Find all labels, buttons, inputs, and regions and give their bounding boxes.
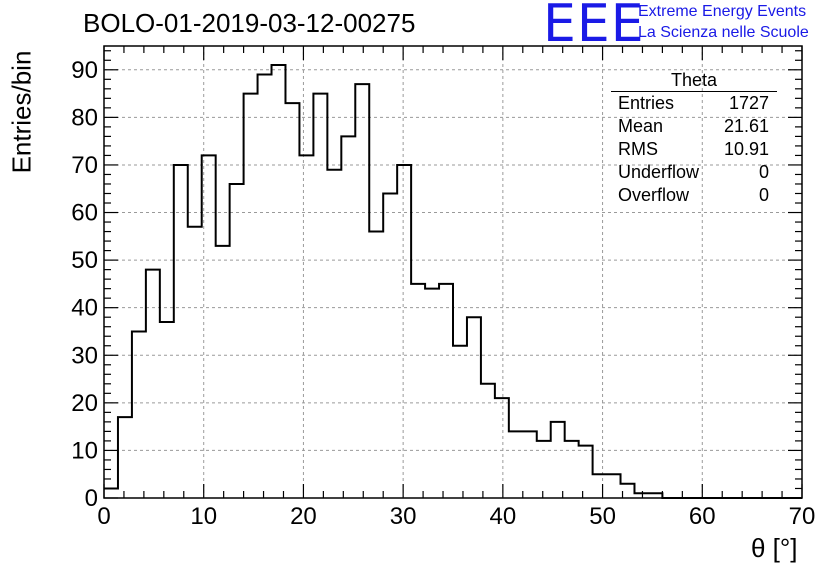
histogram-bin	[551, 422, 565, 498]
plot-frame	[103, 45, 803, 499]
histogram-bin	[607, 474, 621, 498]
chart-title: BOLO-01-2019-03-12-00275	[83, 8, 416, 38]
histogram-bin	[188, 227, 202, 498]
y-tick-label: 30	[71, 342, 98, 369]
histogram-bins	[104, 65, 662, 498]
stats-label: RMS	[618, 139, 658, 159]
org-name-line1: Extreme Energy Events	[638, 3, 807, 20]
y-tick-label: 40	[71, 295, 98, 322]
histogram-bin	[230, 184, 244, 498]
histogram-bin	[313, 94, 327, 498]
histogram-bin	[258, 75, 272, 498]
histogram-bin	[593, 474, 607, 498]
eee-logo: EEE	[543, 0, 645, 54]
histogram-bin	[523, 431, 537, 498]
y-tick-label: 60	[71, 200, 98, 227]
org-name-line2: La Scienza nelle Scuole	[638, 24, 809, 41]
histogram-bin	[146, 270, 160, 498]
stats-value: 1727	[728, 93, 769, 113]
stats-value: 0	[758, 185, 769, 205]
x-tick-label: 50	[589, 503, 616, 530]
histogram-bin	[160, 322, 174, 498]
histogram-bin	[509, 431, 523, 498]
tick-labels: 0 10 20 30 40 50 60 70 0 10 20 30 40 50 60 70 80 90	[71, 57, 815, 530]
x-tick-label: 10	[190, 503, 217, 530]
y-tick-label: 20	[71, 390, 98, 417]
stats-value: 0	[758, 162, 769, 182]
x-tick-label: 30	[390, 503, 417, 530]
histogram-bin	[244, 94, 258, 498]
stats-label: Mean	[618, 116, 664, 136]
histogram-bin	[467, 317, 481, 498]
histogram-bin	[355, 84, 369, 498]
x-tick-label: 0	[97, 503, 110, 530]
histogram-bin	[439, 284, 453, 498]
histogram-bin	[453, 346, 467, 498]
stats-label: Entries	[618, 93, 675, 113]
histogram-bin	[537, 441, 551, 498]
histogram-bin	[565, 441, 579, 498]
histogram-bin	[104, 488, 118, 498]
histogram-bin	[369, 232, 383, 498]
stats-row-rms: RMS 10.91	[611, 138, 777, 161]
stats-row-mean: Mean 21.61	[611, 115, 777, 138]
stats-row-entries: Entries 1727	[611, 92, 777, 115]
histogram-bin	[285, 103, 299, 498]
histogram-outline	[104, 64, 802, 499]
histogram-bin	[481, 384, 495, 498]
stats-value: 10.91	[723, 139, 769, 159]
histogram-bin	[621, 484, 635, 498]
histogram-bin	[383, 193, 397, 498]
x-tick-label: 70	[789, 503, 816, 530]
y-tick-label: 10	[71, 437, 98, 464]
x-tick-label: 60	[689, 503, 716, 530]
x-tick-label: 40	[490, 503, 517, 530]
stats-row-underflow: Underflow 0	[611, 161, 777, 184]
stats-value: 21.61	[723, 116, 769, 136]
stats-row-overflow: Overflow 0	[611, 184, 777, 207]
histogram-bin	[327, 170, 341, 498]
histogram-bin	[216, 246, 230, 498]
stats-title: Theta	[611, 70, 777, 92]
y-axis-label: Entries/bin	[6, 50, 37, 174]
histogram-bin	[174, 165, 188, 498]
y-tick-label: 0	[85, 485, 98, 512]
histogram-bin	[495, 398, 509, 498]
histogram-bin	[132, 331, 146, 498]
histogram-bin	[118, 417, 132, 498]
y-tick-label: 70	[71, 152, 98, 179]
histogram-bin	[202, 155, 216, 498]
x-tick-label: 20	[290, 503, 317, 530]
y-tick-label: 90	[71, 57, 98, 84]
y-tick-label: 50	[71, 247, 98, 274]
histogram-bin	[299, 155, 313, 498]
grid-lines	[104, 46, 802, 498]
histogram-bin	[579, 446, 593, 498]
histogram-bin	[272, 65, 286, 498]
axis-ticks	[103, 46, 803, 499]
y-tick-label: 80	[71, 104, 98, 131]
histogram-bin	[411, 284, 425, 498]
stats-label: Underflow	[618, 162, 700, 182]
histogram-bin	[425, 289, 439, 498]
stats-label: Overflow	[618, 185, 690, 205]
histogram-bin	[341, 136, 355, 498]
x-axis-label: θ [°]	[751, 533, 798, 563]
stats-box: Theta Entries 1727 Mean 21.61 RMS 10.91 …	[611, 70, 777, 207]
histogram-bin	[397, 165, 411, 498]
